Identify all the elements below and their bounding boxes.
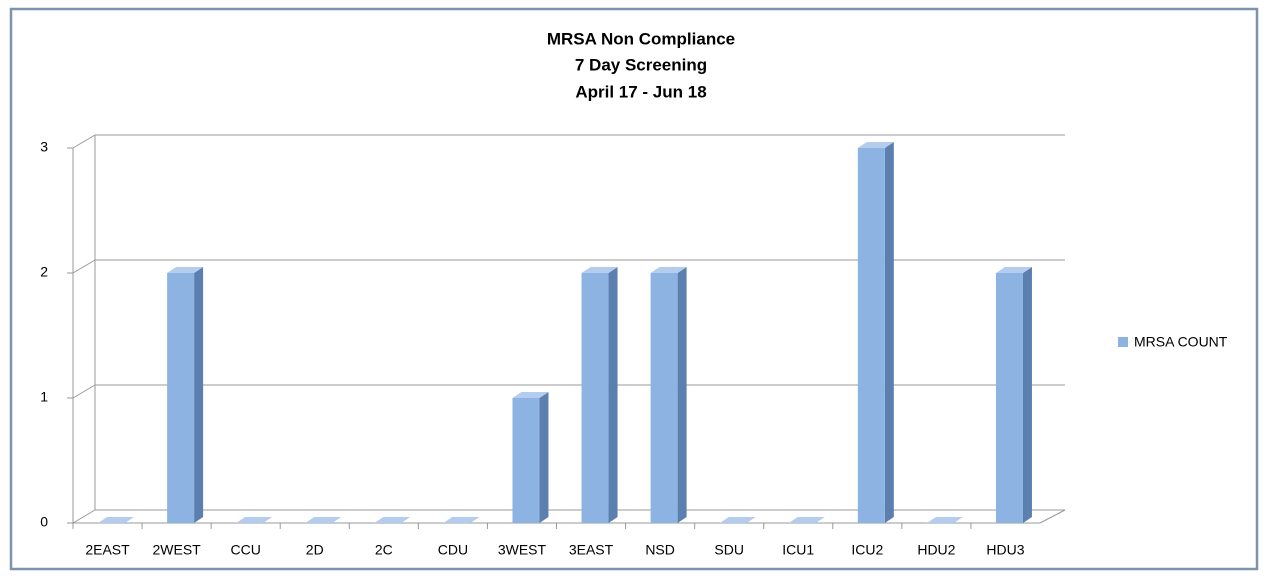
grid-line-depth — [72, 384, 96, 399]
x-tick-label: CDU — [438, 542, 468, 558]
bar-top — [167, 267, 204, 273]
x-tick-label: HDU2 — [917, 542, 955, 558]
bar-front — [995, 273, 1023, 523]
x-tick-label: 3EAST — [569, 542, 614, 558]
bar-top — [236, 517, 273, 523]
y-tick-label: 0 — [40, 514, 48, 530]
bar-top — [512, 392, 549, 398]
bar-front — [581, 273, 609, 523]
bar — [719, 517, 756, 523]
bar-side — [884, 142, 894, 523]
bar-side — [194, 267, 204, 523]
x-tick-label: 3WEST — [498, 542, 547, 558]
bar-top — [374, 517, 411, 523]
y-tick-label: 2 — [40, 264, 48, 280]
chart-frame — [9, 7, 1259, 571]
bar-top — [443, 517, 480, 523]
bar-top — [305, 517, 342, 523]
bar — [650, 267, 687, 523]
bar-top — [926, 517, 963, 523]
bar-top — [650, 267, 687, 273]
bar — [236, 517, 273, 523]
bar-side — [608, 267, 618, 523]
x-tick-label: SDU — [714, 542, 744, 558]
bar-front — [857, 148, 885, 523]
x-tick-label: 2EAST — [85, 542, 130, 558]
bar — [788, 517, 825, 523]
bar-front — [512, 398, 540, 523]
y-tick-label: 1 — [40, 389, 48, 405]
bar-top — [719, 517, 756, 523]
bar — [305, 517, 342, 523]
bar-top — [98, 517, 135, 523]
chart-subtitle: April 17 - Jun 18 — [575, 82, 706, 101]
bar — [374, 517, 411, 523]
bar — [443, 517, 480, 523]
bar — [98, 517, 135, 523]
bar — [581, 267, 618, 523]
chart-subtitle: 7 Day Screening — [575, 55, 707, 74]
bar-front — [167, 273, 195, 523]
x-tick-label: 2WEST — [152, 542, 201, 558]
floor-edge — [1039, 509, 1066, 524]
bar-side — [677, 267, 687, 523]
bar-top — [581, 267, 618, 273]
bar-front — [650, 273, 678, 523]
x-tick-label: HDU3 — [986, 542, 1024, 558]
chart-title: MRSA Non Compliance — [547, 29, 735, 48]
x-tick-label: 2D — [306, 542, 324, 558]
bar — [995, 267, 1032, 523]
legend-swatch — [1118, 337, 1128, 347]
grid-line-depth — [72, 134, 96, 149]
bar-top — [995, 267, 1032, 273]
bar — [512, 392, 549, 523]
grid-line-depth — [72, 259, 96, 274]
bar-top — [857, 142, 894, 148]
bar — [167, 267, 204, 523]
bar-top — [788, 517, 825, 523]
x-tick-label: ICU1 — [782, 542, 814, 558]
bar — [857, 142, 894, 523]
x-tick-label: NSD — [645, 542, 675, 558]
bar-side — [539, 392, 549, 523]
x-tick-label: CCU — [231, 542, 261, 558]
grid-line-depth — [72, 509, 96, 524]
legend-label: MRSA COUNT — [1134, 334, 1228, 350]
bar-side — [1022, 267, 1032, 523]
x-tick-label: 2C — [375, 542, 393, 558]
x-tick-label: ICU2 — [851, 542, 883, 558]
bar — [926, 517, 963, 523]
y-tick-label: 3 — [40, 139, 48, 155]
